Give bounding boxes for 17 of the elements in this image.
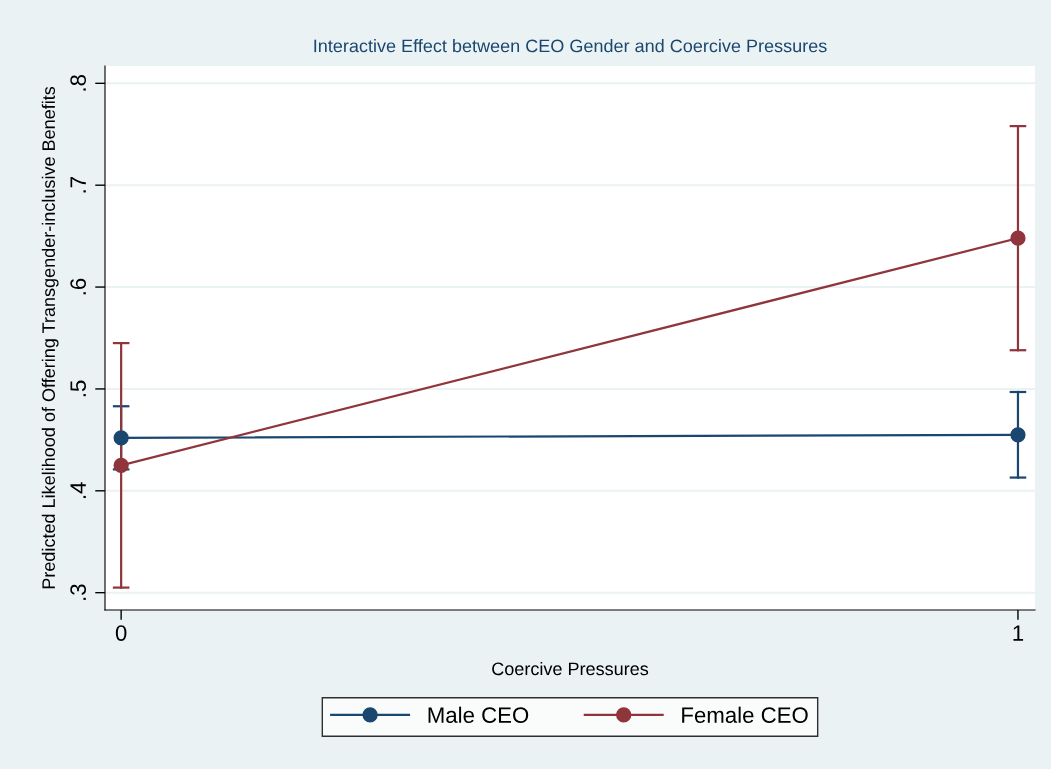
y-tick-label: .3 [70,584,87,600]
point [113,430,129,446]
chart-title: Interactive Effect between CEO Gender and Coercive Pressures [314,39,827,53]
y-tick-label: .8 [70,75,87,91]
x-tick-label: 1 [1013,625,1024,641]
point [1010,427,1026,443]
y-tick-label: .6 [70,278,87,295]
point [113,457,129,473]
y-axis-title: Predicted Likelihood of Offering Transgender-inclusive Benefits [41,86,59,589]
y-tick-label: .5 [70,380,87,397]
x-axis-title: Coercive Pressures [492,661,649,676]
x-tick-label: 0 [115,625,127,641]
legend-label: Male CEO [428,706,529,723]
y-tick-label: .4 [70,482,86,499]
legend-label: Female CEO [682,706,808,723]
y-tick-label: .7 [70,177,86,193]
point [1010,230,1026,246]
